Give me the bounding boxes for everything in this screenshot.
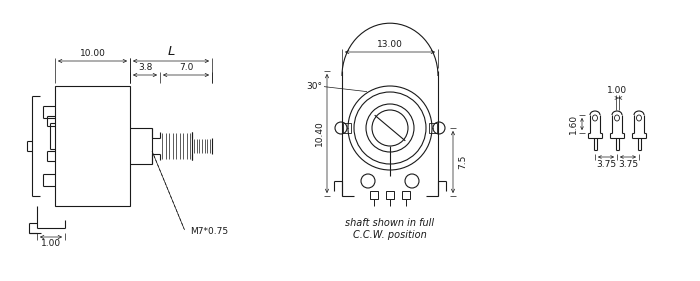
Text: 3.8: 3.8 [138,63,152,72]
Text: L: L [167,45,175,58]
Text: 10.00: 10.00 [80,49,106,58]
Bar [402,191,410,199]
Text: C.C.W. position: C.C.W. position [353,230,427,240]
Text: shaft shown in full: shaft shown in full [345,218,435,228]
Text: 1.60: 1.60 [569,114,578,134]
Text: 10.40: 10.40 [315,121,324,146]
Text: 3.75: 3.75 [618,160,638,169]
Text: 3.75: 3.75 [596,160,616,169]
Bar [370,191,378,199]
Text: 7.0: 7.0 [178,63,193,72]
Text: 1.00: 1.00 [41,239,61,248]
Text: M7*0.75: M7*0.75 [190,226,228,235]
Text: 7.5: 7.5 [458,155,467,169]
Bar [386,191,394,199]
Bar [343,123,351,133]
Bar [429,123,437,133]
Text: 30°: 30° [306,82,322,91]
Text: 13.00: 13.00 [377,40,403,49]
Text: 1.00: 1.00 [607,86,627,95]
